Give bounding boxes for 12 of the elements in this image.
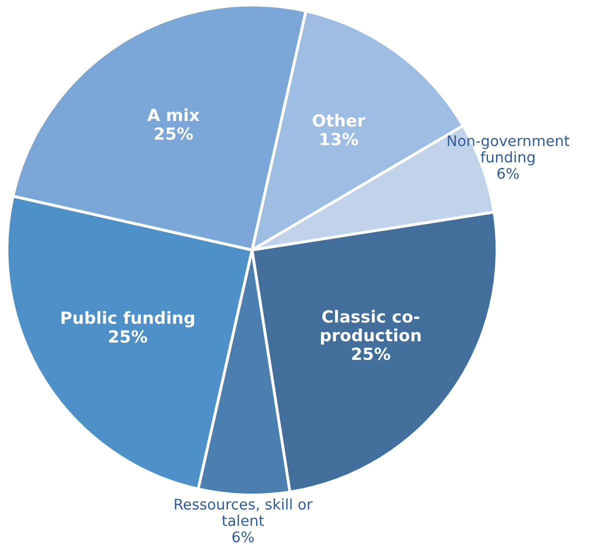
- slice-label: Classic co- production: [321, 310, 421, 345]
- slice-label: A mix: [147, 108, 200, 122]
- data-label: 6%: [232, 531, 254, 542]
- slice-label: Other: [312, 114, 366, 127]
- data-label: 13%: [320, 132, 358, 146]
- slice-label: Public funding: [62, 311, 194, 328]
- data-label: 25%: [154, 127, 193, 140]
- data-label: 25%: [352, 348, 390, 360]
- slice-label: Non-government funding: [448, 135, 570, 166]
- slice-label: Ressources, skill or talent: [174, 498, 313, 526]
- data-label: 6%: [497, 168, 519, 179]
- data-label: 25%: [109, 330, 148, 343]
